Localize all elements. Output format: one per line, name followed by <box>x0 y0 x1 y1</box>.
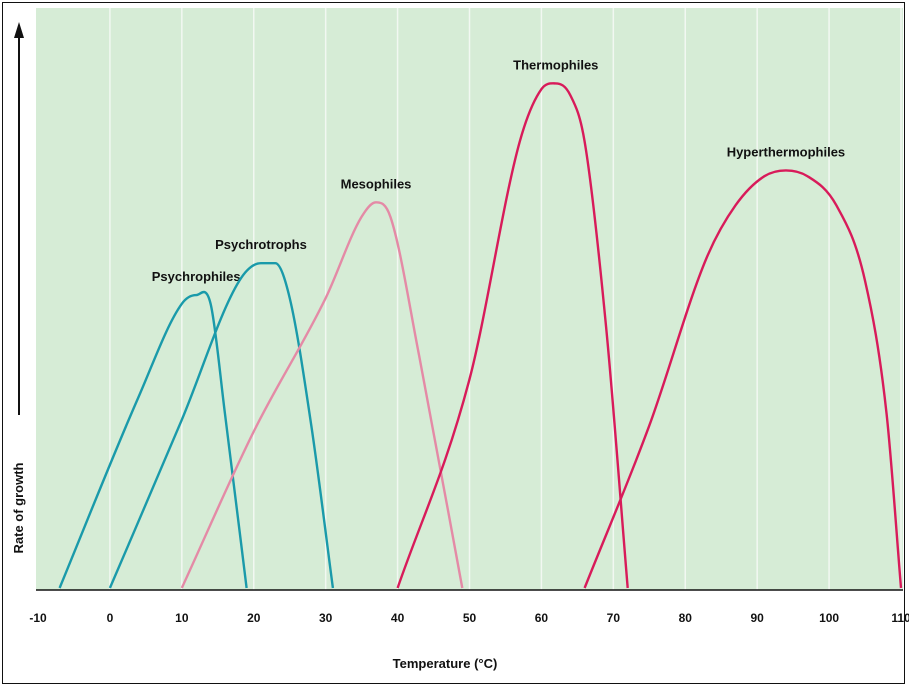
label-psychrotrophs: Psychrotrophs <box>215 237 307 252</box>
x-tick-label: 60 <box>535 611 549 625</box>
x-tick-label: 50 <box>463 611 477 625</box>
x-tick-label: 40 <box>391 611 405 625</box>
x-tick-label: 30 <box>319 611 333 625</box>
curve-mesophiles <box>180 201 464 589</box>
y-axis-arrow-head <box>14 22 24 38</box>
label-mesophiles: Mesophiles <box>341 176 412 191</box>
curve-psychrotrophs <box>108 262 335 589</box>
x-tick-label: 10 <box>175 611 189 625</box>
label-thermophiles: Thermophiles <box>513 57 598 72</box>
x-tick-label: -10 <box>29 611 47 625</box>
label-psychrophiles: Psychrophiles <box>152 269 241 284</box>
x-tick-label: 90 <box>750 611 764 625</box>
curve-hyperthermophiles <box>583 169 903 589</box>
curve-thermophiles <box>396 82 629 589</box>
x-tick-label: 80 <box>679 611 693 625</box>
x-tick-label: 70 <box>607 611 621 625</box>
label-hyperthermophiles: Hyperthermophiles <box>727 144 845 159</box>
curve-psychrophiles <box>58 290 248 589</box>
y-axis-title: Rate of growth <box>11 462 26 553</box>
x-tick-label: 0 <box>107 611 114 625</box>
x-tick-label: 100 <box>819 611 839 625</box>
x-axis-title: Temperature (°C) <box>393 656 498 671</box>
x-tick-label: 20 <box>247 611 261 625</box>
x-tick-label: 110 <box>891 611 909 625</box>
